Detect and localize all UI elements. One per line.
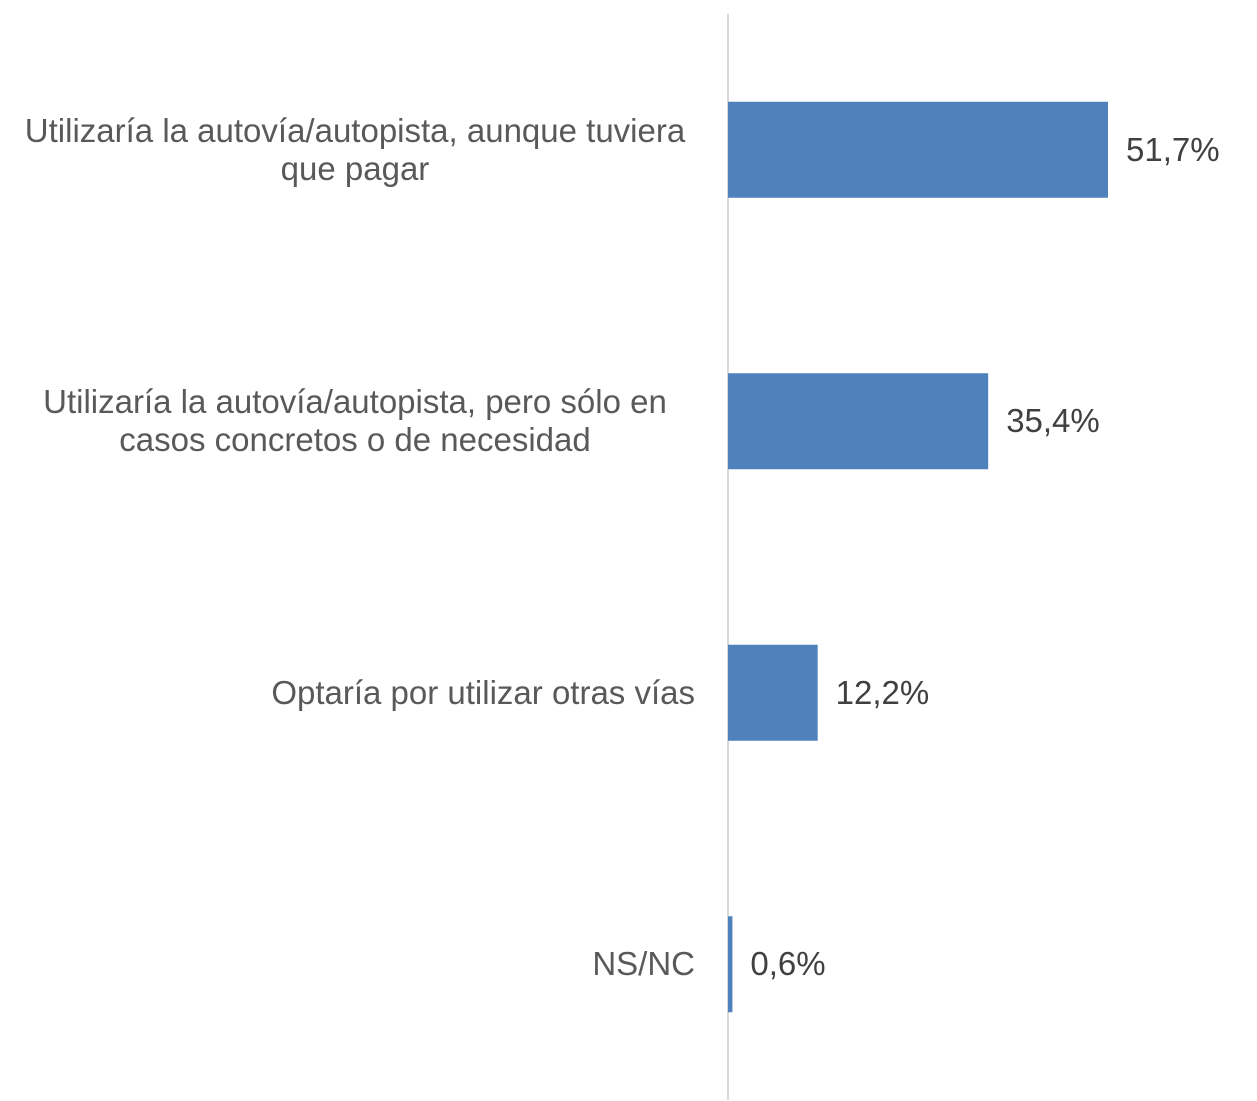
bar bbox=[728, 916, 733, 1013]
value-label: 51,7% bbox=[1126, 131, 1220, 169]
value-label: 0,6% bbox=[750, 945, 825, 983]
value-label: 35,4% bbox=[1006, 402, 1100, 440]
category-label-text: Utilizaría la autovía/autopista, aunque … bbox=[24, 111, 686, 187]
category-label: Optaría por utilizar otras vías bbox=[271, 674, 695, 712]
value-label-text: 12,2% bbox=[835, 673, 930, 711]
bar bbox=[728, 373, 989, 470]
category-label: Utilizaría la autovía/autopista, aunque … bbox=[15, 112, 695, 188]
bar bbox=[728, 644, 818, 741]
value-label-text: 51,7% bbox=[1125, 130, 1220, 168]
category-label: NS/NC bbox=[592, 945, 695, 983]
category-label: Utilizaría la autovía/autopista, pero só… bbox=[15, 383, 695, 459]
value-label-text: 0,6% bbox=[750, 945, 826, 983]
category-label-text: Optaría por utilizar otras vías bbox=[271, 673, 695, 711]
value-label-text: 35,4% bbox=[1006, 402, 1100, 440]
category-label-text: Utilizaría la autovía/autopista, pero só… bbox=[43, 383, 667, 459]
category-label-text: NS/NC bbox=[592, 945, 695, 983]
bar bbox=[728, 101, 1108, 198]
value-label: 12,2% bbox=[836, 674, 930, 712]
